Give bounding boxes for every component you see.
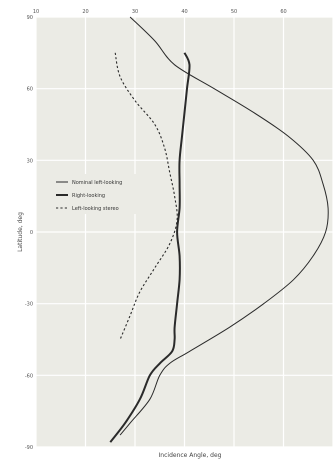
legend-label-nominal-left-looking: Nominal left-looking <box>72 180 122 186</box>
y-tick-label: 30 <box>27 158 33 164</box>
y-tick-label: -30 <box>25 302 33 308</box>
x-tick-label: 20 <box>82 9 88 15</box>
series-line-0 <box>119 16 329 436</box>
legend-label-left-looking-stereo: Left-looking stereo <box>72 206 119 212</box>
y-tick-label: 90 <box>27 15 33 21</box>
y-tick-label: -60 <box>25 373 33 379</box>
x-tick-label: 10 <box>33 9 39 15</box>
x-axis-title: Incidence Angle, deg <box>159 452 222 459</box>
series-line-2 <box>114 52 178 340</box>
y-tick-label: 0 <box>30 230 33 236</box>
x-tick-label: 50 <box>231 9 237 15</box>
y-axis-title: Latitude, deg <box>17 212 24 252</box>
y-axis-ticks: -90 -60 -30 0 30 60 90 <box>25 15 33 451</box>
curves <box>109 16 329 443</box>
x-tick-label: 40 <box>181 9 187 15</box>
grid <box>35 16 334 448</box>
x-tick-label: 60 <box>280 9 286 15</box>
y-tick-label: 60 <box>27 87 33 93</box>
legend: Nominal left-looking Right-looking Left-… <box>52 174 142 214</box>
x-axis-ticks: 10 20 30 40 50 60 <box>33 9 287 15</box>
series-line-1 <box>109 52 191 443</box>
legend-label-right-looking: Right-looking <box>72 193 105 199</box>
y-tick-label: -90 <box>25 445 33 451</box>
x-tick-label: 30 <box>132 9 138 15</box>
